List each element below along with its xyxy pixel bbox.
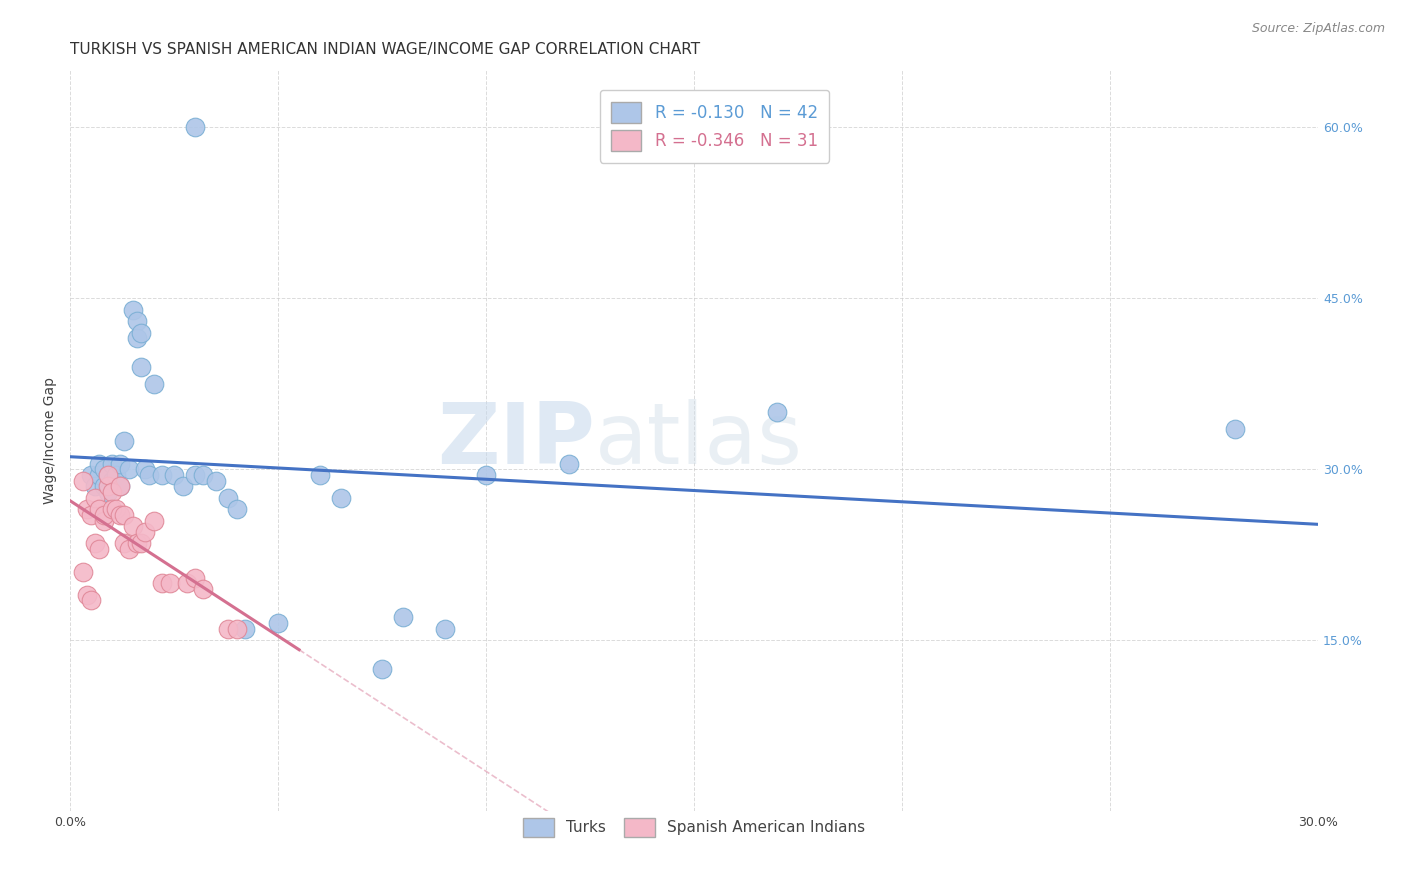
Point <box>101 457 124 471</box>
Point <box>101 502 124 516</box>
Text: Source: ZipAtlas.com: Source: ZipAtlas.com <box>1251 22 1385 36</box>
Point <box>80 593 103 607</box>
Point <box>225 502 247 516</box>
Point <box>267 616 290 631</box>
Point <box>217 491 239 505</box>
Point <box>142 376 165 391</box>
Point <box>105 502 128 516</box>
Point <box>159 576 181 591</box>
Point <box>163 468 186 483</box>
Point <box>121 519 143 533</box>
Point <box>184 468 207 483</box>
Point <box>89 468 111 483</box>
Point <box>110 508 132 522</box>
Point <box>433 622 456 636</box>
Point <box>117 462 139 476</box>
Point <box>134 462 156 476</box>
Point <box>1223 422 1246 436</box>
Point <box>110 457 132 471</box>
Point <box>142 514 165 528</box>
Point <box>766 405 789 419</box>
Point <box>371 662 394 676</box>
Point <box>475 468 498 483</box>
Point <box>112 536 135 550</box>
Point <box>172 479 194 493</box>
Point <box>80 468 103 483</box>
Text: TURKISH VS SPANISH AMERICAN INDIAN WAGE/INCOME GAP CORRELATION CHART: TURKISH VS SPANISH AMERICAN INDIAN WAGE/… <box>70 42 700 57</box>
Point <box>150 576 173 591</box>
Y-axis label: Wage/Income Gap: Wage/Income Gap <box>44 377 58 504</box>
Point <box>112 434 135 448</box>
Point <box>233 622 256 636</box>
Point <box>110 479 132 493</box>
Text: atlas: atlas <box>595 400 803 483</box>
Point <box>329 491 352 505</box>
Point <box>93 462 115 476</box>
Point <box>89 502 111 516</box>
Point <box>93 508 115 522</box>
Point <box>105 468 128 483</box>
Point <box>117 542 139 557</box>
Point <box>125 331 148 345</box>
Point <box>84 479 107 493</box>
Legend: Turks, Spanish American Indians: Turks, Spanish American Indians <box>516 810 873 845</box>
Point <box>84 536 107 550</box>
Point <box>193 582 215 596</box>
Point <box>93 514 115 528</box>
Point <box>112 508 135 522</box>
Point <box>558 457 581 471</box>
Point <box>193 468 215 483</box>
Point <box>176 576 198 591</box>
Point <box>309 468 332 483</box>
Point <box>101 485 124 500</box>
Point <box>89 542 111 557</box>
Point <box>89 457 111 471</box>
Point <box>72 474 94 488</box>
Point <box>101 474 124 488</box>
Point <box>138 468 160 483</box>
Point <box>225 622 247 636</box>
Point <box>97 468 120 483</box>
Text: ZIP: ZIP <box>437 400 595 483</box>
Point <box>184 570 207 584</box>
Point <box>125 314 148 328</box>
Point <box>76 588 98 602</box>
Point <box>76 502 98 516</box>
Point <box>97 468 120 483</box>
Point <box>205 474 228 488</box>
Point <box>150 468 173 483</box>
Point <box>110 479 132 493</box>
Point <box>184 120 207 135</box>
Point <box>392 610 415 624</box>
Point <box>125 536 148 550</box>
Point <box>217 622 239 636</box>
Point <box>129 326 152 340</box>
Point <box>121 302 143 317</box>
Point <box>134 524 156 539</box>
Point <box>97 485 120 500</box>
Point <box>129 536 152 550</box>
Point <box>84 491 107 505</box>
Point <box>80 508 103 522</box>
Point <box>93 479 115 493</box>
Point <box>72 565 94 579</box>
Point <box>97 479 120 493</box>
Point <box>129 359 152 374</box>
